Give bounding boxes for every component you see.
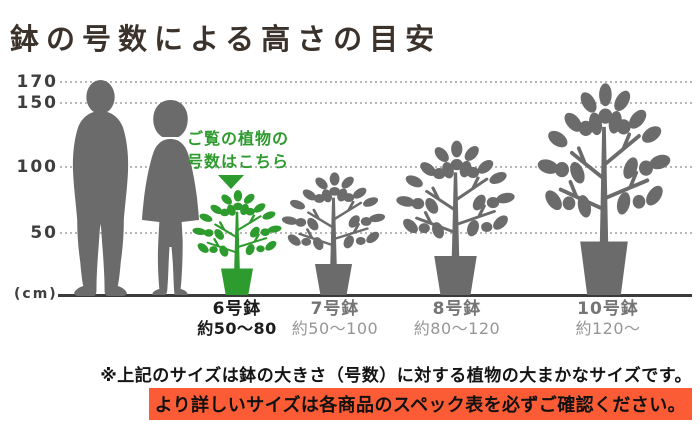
tree-icon-8gou — [393, 139, 518, 295]
pot-label-6gou: 6号鉢 約50〜80 — [172, 299, 302, 339]
ytick-150: 150 — [16, 93, 58, 113]
tree-icon-6gou-highlighted — [190, 189, 284, 295]
ytick-170: 170 — [16, 72, 58, 92]
pot-name: 10号鉢 — [577, 299, 639, 319]
ytick-50: 50 — [30, 223, 58, 243]
ground-line — [58, 294, 692, 297]
axis-unit-label: (cm) — [14, 286, 58, 302]
tree-icon-7gou — [279, 171, 388, 295]
pot-size: 約50〜100 — [291, 319, 379, 338]
annotation-line2: 号数はこちら — [187, 152, 290, 171]
page-title: 鉢の号数による高さの目安 — [10, 22, 442, 56]
annotation-line1: ご覧の植物の — [187, 129, 290, 148]
pot-size: 約80〜120 — [413, 319, 501, 338]
pot-size: 約120〜 — [575, 319, 641, 338]
pot-name: 6号鉢 — [212, 299, 262, 319]
man-silhouette — [72, 80, 129, 296]
pot-label-8gou: 8号鉢 約80〜120 — [392, 299, 522, 339]
ytick-100: 100 — [16, 157, 58, 177]
size-disclaimer-text: ※上記のサイズは鉢の大きさ（号数）に対する植物の大まかなサイズです。 — [100, 366, 692, 386]
pot-name: 8号鉢 — [432, 299, 482, 319]
current-plant-annotation: ご覧の植物の 号数はこちら — [187, 127, 289, 173]
pot-label-10gou: 10号鉢 約120〜 — [543, 299, 673, 339]
pot-label-7gou: 7号鉢 約50〜100 — [270, 299, 400, 339]
pot-size: 約50〜80 — [197, 319, 277, 338]
pot-name: 7号鉢 — [310, 299, 360, 319]
gridline-100cm — [60, 166, 692, 168]
spec-warning-highlighted-text: より詳しいサイズは各商品のスペック表を必ずご確認ください。 — [148, 388, 692, 420]
down-arrow-icon — [218, 175, 244, 189]
gridline-170cm — [60, 81, 692, 83]
tree-icon-10gou — [534, 81, 674, 295]
gridline-150cm — [60, 102, 692, 104]
